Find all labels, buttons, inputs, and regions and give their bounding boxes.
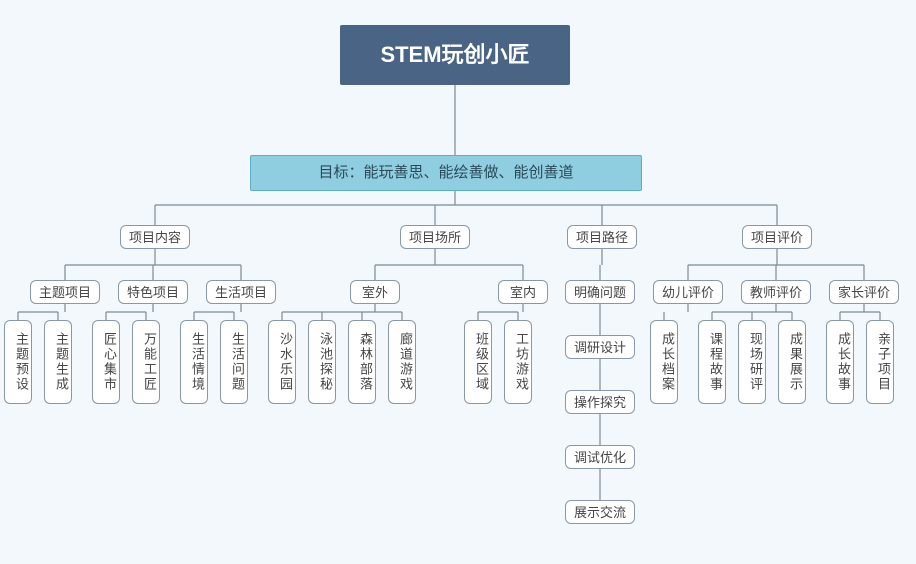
leaf-7: 泳池探秘 xyxy=(308,320,336,404)
leaf-9: 廊道游戏 xyxy=(388,320,416,404)
category-c1: 项目内容 xyxy=(120,225,190,249)
sub-s7: 幼儿评价 xyxy=(653,280,723,304)
leaf-15: 成果展示 xyxy=(778,320,806,404)
leaf-14: 现场研评 xyxy=(738,320,766,404)
sub-s4: 室外 xyxy=(350,280,400,304)
leaf-8: 森林部落 xyxy=(348,320,376,404)
sub-s1: 主题项目 xyxy=(30,280,100,304)
leaf-13: 课程故事 xyxy=(698,320,726,404)
sub-s9: 家长评价 xyxy=(829,280,899,304)
leaf-5: 生活问题 xyxy=(220,320,248,404)
leaf-0: 主题预设 xyxy=(4,320,32,404)
sub-s6: 明确问题 xyxy=(565,280,635,304)
path-step-2: 调试优化 xyxy=(565,445,635,469)
sub-s3: 生活项目 xyxy=(206,280,276,304)
sub-s8: 教师评价 xyxy=(741,280,811,304)
category-c2: 项目场所 xyxy=(400,225,470,249)
leaf-11: 工坊游戏 xyxy=(504,320,532,404)
leaf-4: 生活情境 xyxy=(180,320,208,404)
sub-s5: 室内 xyxy=(498,280,548,304)
leaf-1: 主题生成 xyxy=(44,320,72,404)
leaf-16: 成长故事 xyxy=(826,320,854,404)
leaf-12: 成长档案 xyxy=(650,320,678,404)
path-step-1: 操作探究 xyxy=(565,390,635,414)
leaf-6: 沙水乐园 xyxy=(268,320,296,404)
leaf-2: 匠心集市 xyxy=(92,320,120,404)
category-c4: 项目评价 xyxy=(742,225,812,249)
sub-s2: 特色项目 xyxy=(118,280,188,304)
leaf-3: 万能工匠 xyxy=(132,320,160,404)
goal-node: 目标：能玩善思、能绘善做、能创善道 xyxy=(250,155,642,191)
category-c3: 项目路径 xyxy=(567,225,637,249)
path-step-0: 调研设计 xyxy=(565,335,635,359)
leaf-10: 班级区域 xyxy=(464,320,492,404)
root-node: STEM玩创小匠 xyxy=(340,25,570,85)
leaf-17: 亲子项目 xyxy=(866,320,894,404)
path-step-3: 展示交流 xyxy=(565,500,635,524)
